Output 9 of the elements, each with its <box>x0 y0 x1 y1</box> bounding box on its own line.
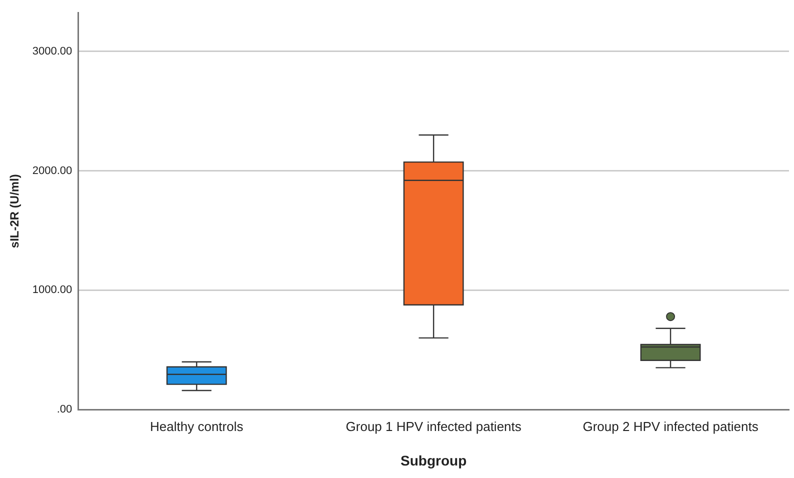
x-tick-label: Group 1 HPV infected patients <box>346 418 522 434</box>
y-tick-label: .00 <box>56 404 72 416</box>
x-tick-label: Group 2 HPV infected patients <box>582 418 759 434</box>
y-tick-label: 3000.00 <box>32 45 72 58</box>
x-axis-title: Subgroup <box>400 452 467 468</box>
y-tick-label: 1000.00 <box>32 284 72 296</box>
y-axis-title: sIL-2R (U/ml) <box>8 174 22 248</box>
x-tick-label: Healthy controls <box>150 418 244 434</box>
y-tick-label: 2000.00 <box>32 164 72 177</box>
